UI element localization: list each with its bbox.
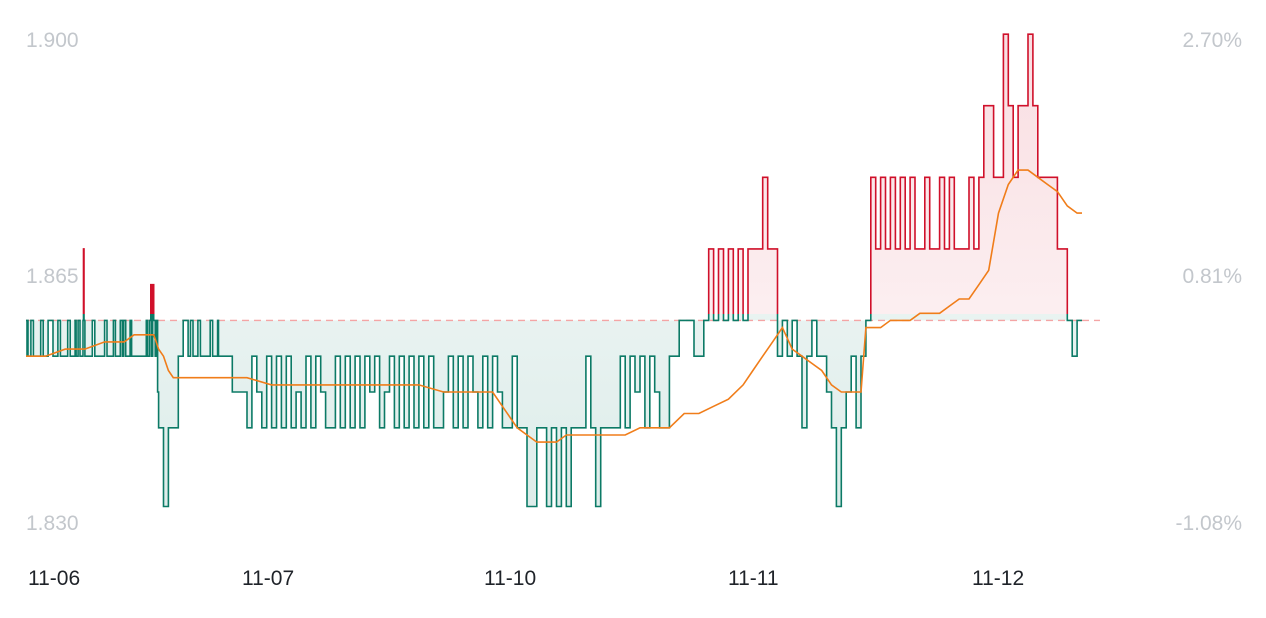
x-tick-label: 11-07 [242,567,294,590]
plot-area [26,33,1100,508]
y-left-tick-label: 1.900 [26,29,79,52]
area-above-reference [83,34,1068,314]
y-right-tick-label: 2.70% [1182,29,1242,52]
y-left-tick-label: 1.865 [26,265,79,288]
y-axis-left: 1.900 1.865 1.830 [26,29,79,535]
y-right-tick-label: -1.08% [1175,512,1242,535]
x-tick-label: 11-06 [28,567,80,590]
area-below-reference [26,314,1082,507]
x-tick-label: 11-11 [728,567,779,590]
price-line-up [82,33,1069,314]
y-axis-right: 2.70% 0.81% -1.08% [1175,29,1242,535]
x-tick-label: 11-12 [972,567,1024,590]
average-price-line [26,169,1082,443]
y-left-tick-label: 1.830 [26,512,79,535]
y-right-tick-label: 0.81% [1182,265,1242,288]
x-axis: 11-06 11-07 11-10 11-11 11-12 [28,567,1024,590]
x-tick-label: 11-10 [484,567,536,590]
